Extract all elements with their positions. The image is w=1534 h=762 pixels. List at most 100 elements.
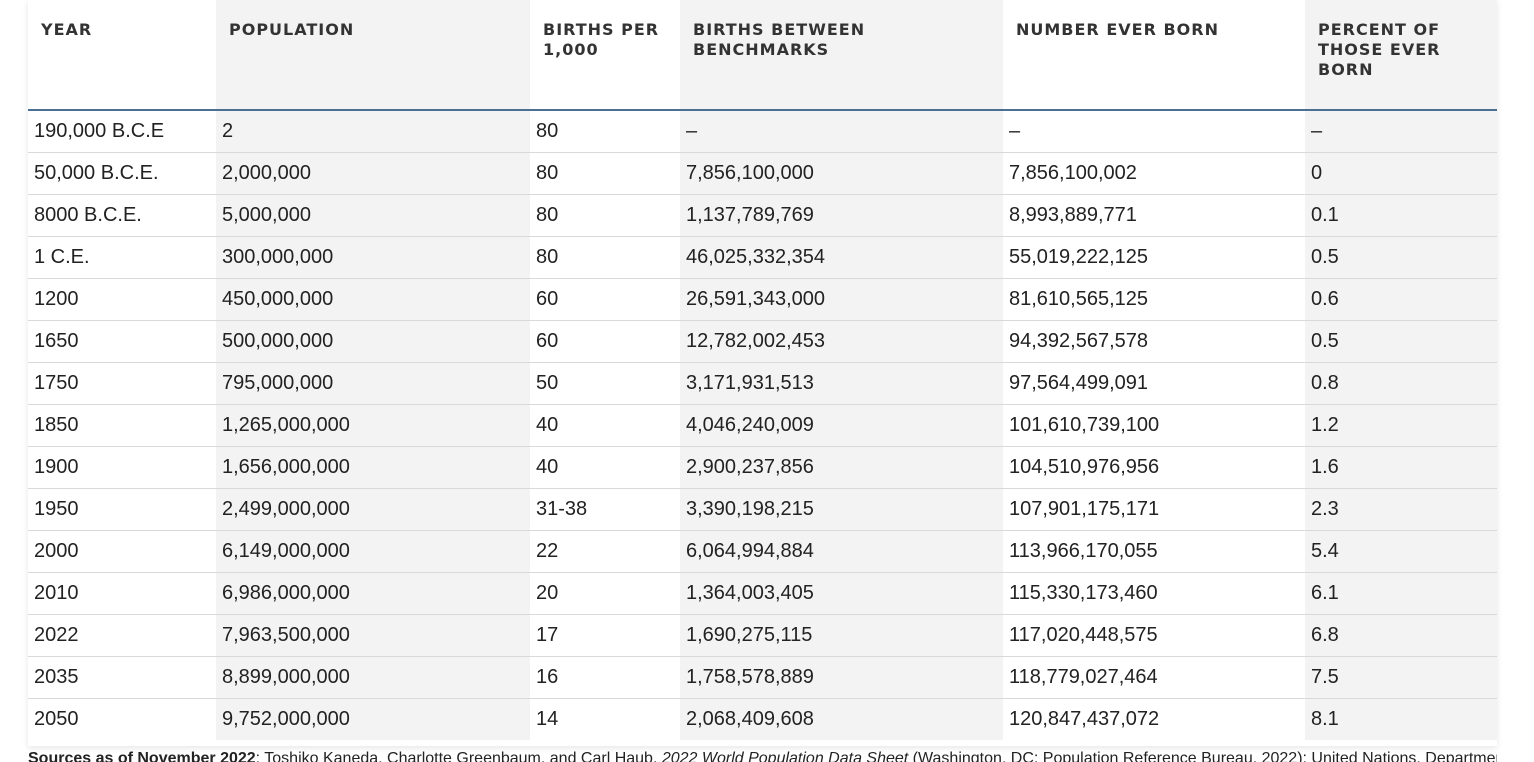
number-ever-born-cell: 94,392,567,578: [1003, 320, 1305, 363]
header-row: YEAR POPULATION BIRTHS PER 1,000 BIRTHS …: [28, 0, 1497, 111]
percent-ever-born-cell: 8.1: [1311, 707, 1339, 730]
births-per-1000-cell: 16: [530, 656, 680, 699]
header-number-ever-born: NUMBER EVER BORN: [1003, 0, 1305, 111]
percent-ever-born-cell: 1.2: [1305, 404, 1497, 447]
table-row: 2000 6,149,000,000 22 6,064,994,884 113,966,…: [28, 530, 1497, 573]
births-between-benchmarks-cell: 46,025,332,354: [680, 236, 1003, 279]
percent-ever-born-cell: 5.4: [1305, 530, 1497, 573]
population-table: YEAR POPULATION BIRTHS PER 1,000 BIRTHS …: [28, 0, 1497, 740]
population-cell: 500,000,000: [216, 320, 530, 363]
births-between-benchmarks-cell: 7,856,100,000: [680, 152, 1003, 195]
header-births-per-1000: BIRTHS PER 1,000: [530, 0, 680, 111]
births-per-1000-cell: 40: [530, 446, 680, 489]
births-per-1000-cell: 60: [530, 320, 680, 363]
births-between-benchmarks-cell: 1,758,578,889: [680, 656, 1003, 699]
births-per-1000-cell: 14: [536, 707, 559, 730]
population-cell: 2: [216, 110, 530, 153]
year-cell: 1950: [28, 488, 216, 531]
table-row: 1950 2,499,000,000 31-38 3,390,198,215 107,9…: [28, 488, 1497, 531]
percent-ever-born-cell: 0.5: [1305, 320, 1497, 363]
number-ever-born-cell: 101,610,739,100: [1003, 404, 1305, 447]
source-text-before: : Toshiko Kaneda, Charlotte Greenbaum, a…: [255, 750, 662, 762]
header-births-between-benchmarks: BIRTHS BETWEEN BENCHMARKS: [680, 0, 1003, 111]
year-cell: 190,000 B.C.E: [28, 110, 216, 153]
population-cell: 7,963,500,000: [216, 614, 530, 657]
births-per-1000-cell: 22: [530, 530, 680, 573]
population-cell: 2,000,000: [216, 152, 530, 195]
source-text-after: (Washington, DC: Population Reference Bu…: [912, 750, 1497, 762]
number-ever-born-cell: 113,966,170,055: [1003, 530, 1305, 573]
source-note: Sources as of November 2022: Toshiko Kan…: [28, 748, 1497, 762]
births-per-1000-cell: 40: [530, 404, 680, 447]
number-ever-born-cell: 120,847,437,072: [1009, 707, 1160, 730]
number-ever-born-cell: 8,993,889,771: [1003, 194, 1305, 237]
percent-ever-born-cell: 6.8: [1305, 614, 1497, 657]
number-ever-born-cell: 107,901,175,171: [1003, 488, 1305, 531]
percent-ever-born-cell: 2.3: [1305, 488, 1497, 531]
births-per-1000-cell: 60: [530, 278, 680, 321]
header-population: POPULATION: [216, 0, 530, 111]
year-cell: 2022: [28, 614, 216, 657]
percent-ever-born-cell: 0.6: [1305, 278, 1497, 321]
births-between-benchmarks-cell: 1,364,003,405: [680, 572, 1003, 615]
births-per-1000-cell: 80: [530, 194, 680, 237]
number-ever-born-cell: 115,330,173,460: [1003, 572, 1305, 615]
population-cell: 450,000,000: [216, 278, 530, 321]
year-cell: 1900: [28, 446, 216, 489]
births-between-benchmarks-cell: 2,900,237,856: [680, 446, 1003, 489]
percent-ever-born-cell: 0: [1305, 152, 1497, 195]
number-ever-born-cell: –: [1003, 110, 1305, 153]
year-cell: 1200: [28, 278, 216, 321]
table-header: YEAR POPULATION BIRTHS PER 1,000 BIRTHS …: [28, 0, 1497, 111]
population-cell: 795,000,000: [216, 362, 530, 405]
percent-ever-born-cell: 0.8: [1305, 362, 1497, 405]
population-cell: 1,656,000,000: [216, 446, 530, 489]
births-between-benchmarks-cell: 3,390,198,215: [680, 488, 1003, 531]
table-row: 50,000 B.C.E. 2,000,000 80 7,856,100,000 7,8…: [28, 152, 1497, 195]
table-row: 2022 7,963,500,000 17 1,690,275,115 117,020,…: [28, 614, 1497, 657]
table-row: 2010 6,986,000,000 20 1,364,003,405 115,330,…: [28, 572, 1497, 615]
population-cell: 6,149,000,000: [216, 530, 530, 573]
year-cell: 1850: [28, 404, 216, 447]
header-percent-ever-born: PERCENT OF THOSE EVER BORN: [1305, 0, 1497, 111]
source-label: Sources as of November 2022: [28, 750, 256, 762]
number-ever-born-cell: 97,564,499,091: [1003, 362, 1305, 405]
number-ever-born-cell: 117,020,448,575: [1003, 614, 1305, 657]
table-body: 190,000 B.C.E 2 80– – –50,000 B.C.E. 2,000,00…: [28, 110, 1497, 740]
births-per-1000-cell: 80: [530, 110, 680, 153]
population-cell: 9,752,000,000: [222, 707, 350, 730]
year-cell: 2035: [28, 656, 216, 699]
births-between-benchmarks-cell: 1,690,275,115: [680, 614, 1003, 657]
source-publication: 2022 World Population Data Sheet: [661, 750, 909, 762]
population-table-container: YEAR POPULATION BIRTHS PER 1,000 BIRTHS …: [28, 0, 1497, 746]
percent-ever-born-cell: 0.1: [1305, 194, 1497, 237]
population-cell: 5,000,000: [216, 194, 530, 237]
year-cell: 2010: [28, 572, 216, 615]
percent-ever-born-cell: 7.5: [1305, 656, 1497, 699]
header-year: YEAR: [28, 0, 216, 111]
table-row: 1200 450,000,000 60 26,591,343,000 81,610,56…: [28, 278, 1497, 321]
population-cell: 6,986,000,000: [216, 572, 530, 615]
births-between-benchmarks-cell: 3,171,931,513: [680, 362, 1003, 405]
table-row: 1 C.E. 300,000,000 80 46,025,332,354 55,019,…: [28, 236, 1497, 279]
year-cell: 2050: [34, 707, 79, 730]
table-row: 1750 795,000,000 50 3,171,931,513 97,564,499…: [28, 362, 1497, 405]
table-row: 1900 1,656,000,000 40 2,900,237,856 104,510,…: [28, 446, 1497, 489]
births-between-benchmarks-cell: 2,068,409,608: [686, 707, 814, 730]
table-row: 1850 1,265,000,000 40 4,046,240,009 101,610,…: [28, 404, 1497, 447]
births-per-1000-cell: 17: [530, 614, 680, 657]
births-per-1000-cell: 20: [530, 572, 680, 615]
number-ever-born-cell: 7,856,100,002: [1003, 152, 1305, 195]
births-between-benchmarks-cell: 26,591,343,000: [680, 278, 1003, 321]
births-between-benchmarks-cell: 12,782,002,453: [680, 320, 1003, 363]
births-between-benchmarks-cell: 1,137,789,769: [680, 194, 1003, 237]
percent-ever-born-cell: 6.1: [1305, 572, 1497, 615]
year-cell: 1 C.E.: [28, 236, 216, 279]
year-cell: 1750: [28, 362, 216, 405]
population-cell: 1,265,000,000: [216, 404, 530, 447]
births-between-benchmarks-cell: 4,046,240,009: [680, 404, 1003, 447]
population-cell: 300,000,000: [216, 236, 530, 279]
number-ever-born-cell: 55,019,222,125: [1003, 236, 1305, 279]
percent-ever-born-cell: 1.6: [1305, 446, 1497, 489]
births-per-1000-cell: 80: [530, 152, 680, 195]
